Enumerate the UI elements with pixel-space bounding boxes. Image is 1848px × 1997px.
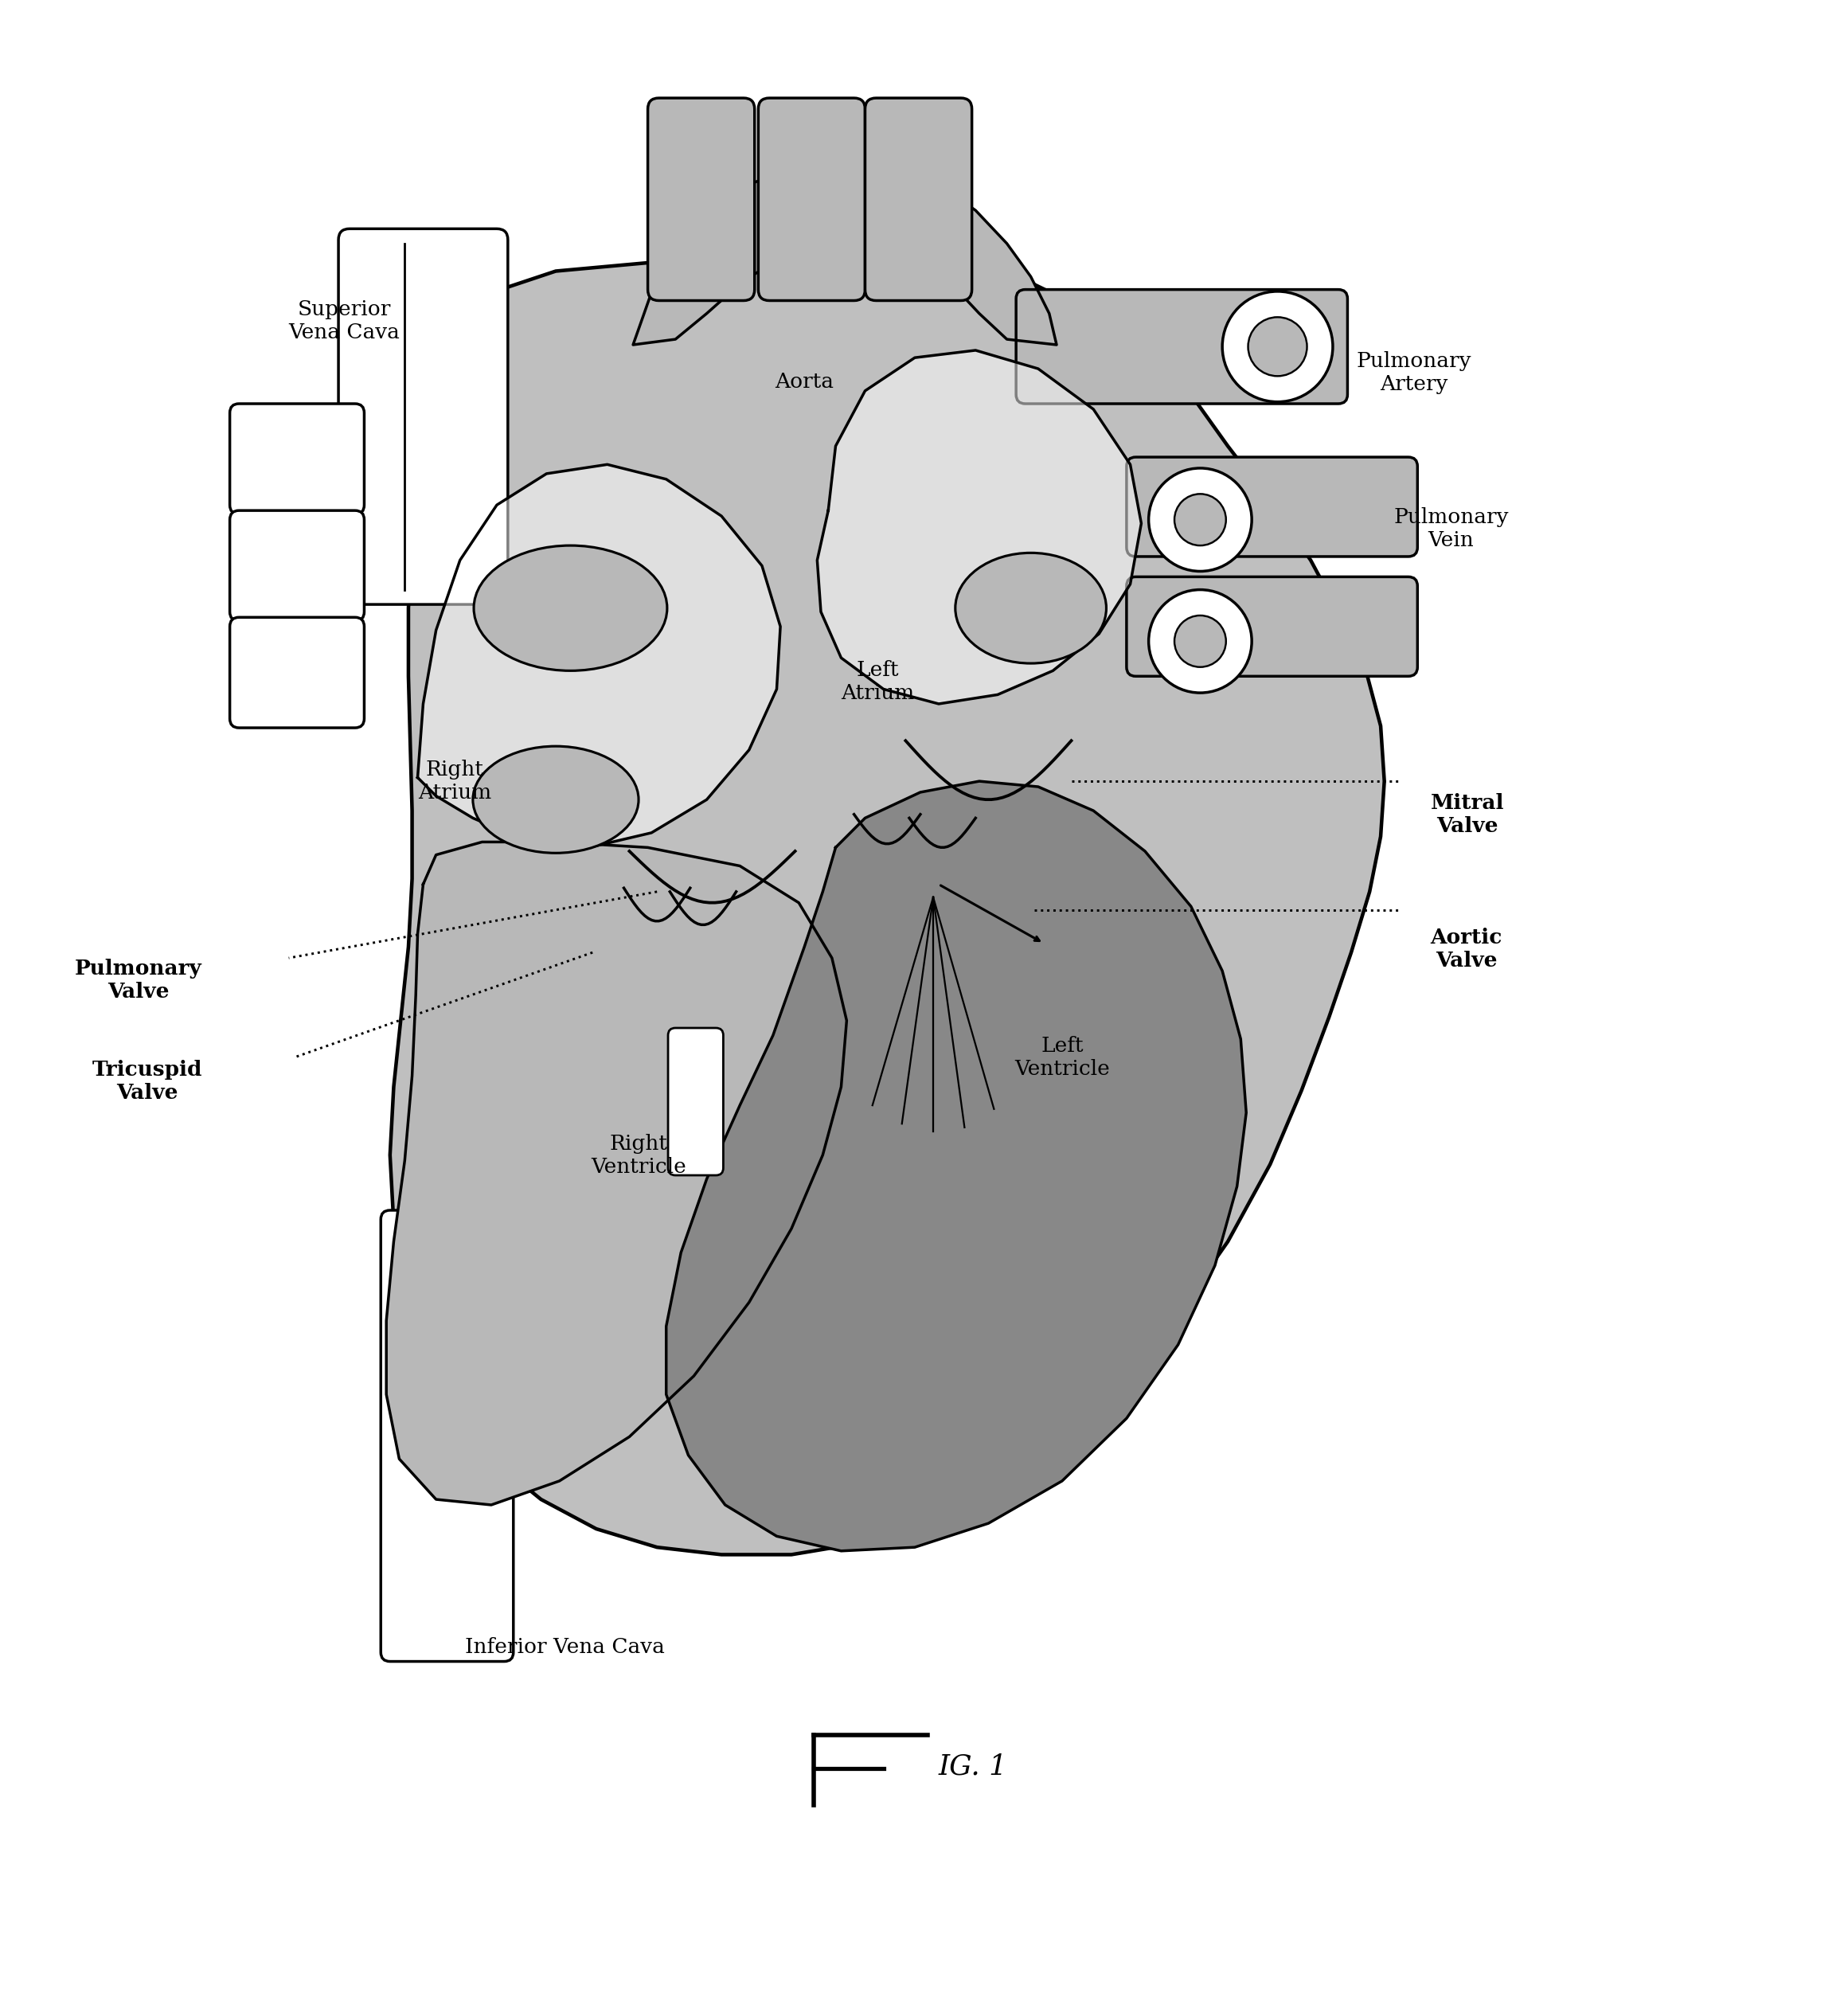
Text: IG. 1: IG. 1 [939, 1753, 1007, 1779]
Polygon shape [418, 465, 780, 847]
Text: Right
Atrium: Right Atrium [418, 759, 492, 803]
FancyBboxPatch shape [1127, 577, 1417, 677]
Text: Superior
Vena Cava: Superior Vena Cava [288, 300, 399, 341]
Circle shape [1149, 467, 1251, 571]
FancyBboxPatch shape [758, 98, 865, 302]
FancyBboxPatch shape [649, 98, 754, 302]
Text: Pulmonary
Valve: Pulmonary Valve [76, 959, 201, 1002]
FancyBboxPatch shape [338, 230, 508, 605]
FancyBboxPatch shape [229, 403, 364, 513]
Ellipse shape [473, 747, 639, 853]
Text: Mitral
Valve: Mitral Valve [1430, 793, 1504, 837]
FancyBboxPatch shape [381, 1210, 514, 1662]
Text: Pulmonary
Artery: Pulmonary Artery [1356, 351, 1471, 393]
FancyBboxPatch shape [229, 617, 364, 727]
Polygon shape [667, 781, 1246, 1552]
Circle shape [1222, 292, 1332, 401]
Polygon shape [634, 160, 1057, 345]
Circle shape [1149, 589, 1251, 693]
Text: Right
Ventricle: Right Ventricle [591, 1134, 686, 1176]
FancyBboxPatch shape [1016, 290, 1347, 403]
Text: Inferior Vena Cava: Inferior Vena Cava [466, 1638, 665, 1658]
Text: Aorta: Aorta [774, 371, 833, 391]
Polygon shape [390, 244, 1384, 1554]
FancyBboxPatch shape [1127, 457, 1417, 557]
Text: Pulmonary
Vein: Pulmonary Vein [1393, 507, 1508, 551]
Text: Left
Ventricle: Left Ventricle [1015, 1036, 1111, 1078]
Circle shape [1175, 493, 1225, 545]
Ellipse shape [955, 553, 1107, 663]
Text: Left
Atrium: Left Atrium [841, 661, 915, 703]
Circle shape [1247, 318, 1307, 375]
Text: Tricuspid
Valve: Tricuspid Valve [92, 1060, 201, 1102]
FancyBboxPatch shape [229, 511, 364, 621]
FancyBboxPatch shape [865, 98, 972, 302]
Polygon shape [817, 349, 1142, 703]
Circle shape [1175, 615, 1225, 667]
Ellipse shape [473, 545, 667, 671]
FancyBboxPatch shape [667, 1028, 723, 1176]
Polygon shape [386, 843, 846, 1506]
Text: Aortic
Valve: Aortic Valve [1430, 927, 1502, 971]
